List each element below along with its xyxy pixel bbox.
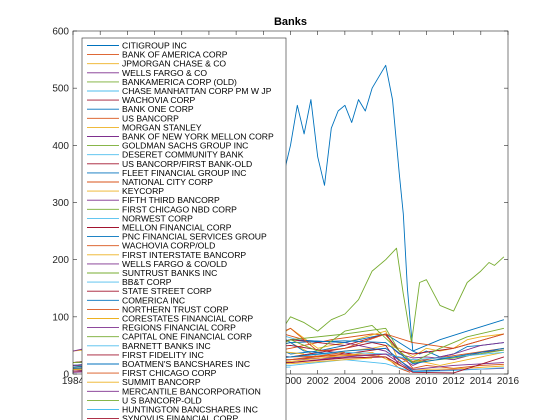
legend-label: BANK OF NEW YORK MELLON CORP	[122, 132, 274, 142]
x-tick-label: 2016	[497, 376, 520, 387]
legend-label: U S BANCORP-OLD	[122, 395, 202, 405]
legend-label: WELLS FARGO & CO/OLD	[122, 259, 227, 269]
legend-label: KEYCORP	[122, 186, 164, 196]
legend-label: SYNOVUS FINANCIAL CORP	[122, 414, 238, 420]
y-tick-label: 400	[52, 141, 69, 152]
y-tick-label: 100	[52, 312, 69, 323]
legend-label: NORWEST CORP	[122, 213, 193, 223]
legend-label: SUNTRUST BANKS INC	[122, 268, 217, 278]
y-tick-label: 200	[52, 255, 69, 266]
legend-label: BANK OF AMERICA CORP	[122, 50, 228, 60]
legend-label: JPMORGAN CHASE & CO	[122, 59, 226, 69]
legend-label: CITIGROUP INC	[122, 41, 187, 51]
legend-label: BANK ONE CORP	[122, 104, 194, 114]
legend-label: US BANCORP	[122, 113, 179, 123]
legend-box	[81, 37, 287, 420]
legend-label: MELLON FINANCIAL CORP	[122, 223, 232, 233]
y-tick-label: 0	[63, 370, 69, 381]
legend-label: FIRST INTERSTATE BANCORP	[122, 250, 246, 260]
legend-label: FIRST FIDELITY INC	[122, 350, 204, 360]
legend-label: MORGAN STANLEY	[122, 122, 202, 132]
legend-label: WACHOVIA CORP/OLD	[122, 241, 215, 251]
legend-label: BB&T CORP	[122, 277, 172, 287]
x-tick-label: 2012	[443, 376, 466, 387]
legend-label: US BANCORP/FIRST BANK-OLD	[122, 159, 252, 169]
legend-label: NATIONAL CITY CORP	[122, 177, 213, 187]
series-line-11	[280, 247, 505, 344]
x-tick-label: 1984	[62, 376, 85, 387]
legend-label: CHASE MANHATTAN CORP PM W JP	[122, 86, 272, 96]
legend-label: FLEET FINANCIAL GROUP INC	[122, 168, 246, 178]
x-tick-label: 2002	[307, 376, 330, 387]
legend-label: BARNETT BANKS INC	[122, 341, 211, 351]
legend-label: FIFTH THIRD BANCORP	[122, 195, 220, 205]
x-tick-label: 2008	[388, 376, 411, 387]
legend-label: SUMMIT BANCORP	[122, 377, 201, 387]
x-tick-label: 2014	[470, 376, 493, 387]
legend-label: WELLS FARGO & CO	[122, 68, 207, 78]
legend-label: PNC FINANCIAL SERVICES GROUP	[122, 232, 267, 242]
legend-label: DESERET COMMUNITY BANK	[122, 150, 244, 160]
legend-label: NORTHERN TRUST CORP	[122, 304, 229, 314]
legend-label: CAPITAL ONE FINANCIAL CORP	[122, 332, 252, 342]
chart-title: Banks	[274, 16, 307, 28]
legend-label: STATE STREET CORP	[122, 286, 212, 296]
legend-label: BOATMEN'S BANCSHARES INC	[122, 359, 250, 369]
x-tick-label: 2004	[334, 376, 357, 387]
legend-label: REGIONS FINANCIAL CORP	[122, 323, 236, 333]
x-tick-label: 2000	[279, 376, 302, 387]
x-tick-label: 2006	[361, 376, 384, 387]
legend-label: GOLDMAN SACHS GROUP INC	[122, 141, 248, 151]
legend-label: HUNTINGTON BANCSHARES INC	[122, 405, 258, 415]
legend-label: COMERICA INC	[122, 295, 185, 305]
y-tick-label: 500	[52, 84, 69, 95]
series-line-0	[72, 64, 504, 372]
y-tick-label: 600	[52, 27, 69, 38]
legend-label: CORESTATES FINANCIAL CORP	[122, 314, 253, 324]
legend-label: WACHOVIA CORP	[122, 95, 195, 105]
legend-label: FIRST CHICAGO NBD CORP	[122, 204, 237, 214]
legend-label: MERCANTILE BANCORPORATION	[122, 386, 261, 396]
legend-label: BANKAMERICA CORP (OLD)	[122, 77, 237, 87]
legend-label: FIRST CHICAGO CORP	[122, 368, 217, 378]
y-tick-label: 300	[52, 198, 69, 209]
x-tick-label: 2010	[415, 376, 438, 387]
